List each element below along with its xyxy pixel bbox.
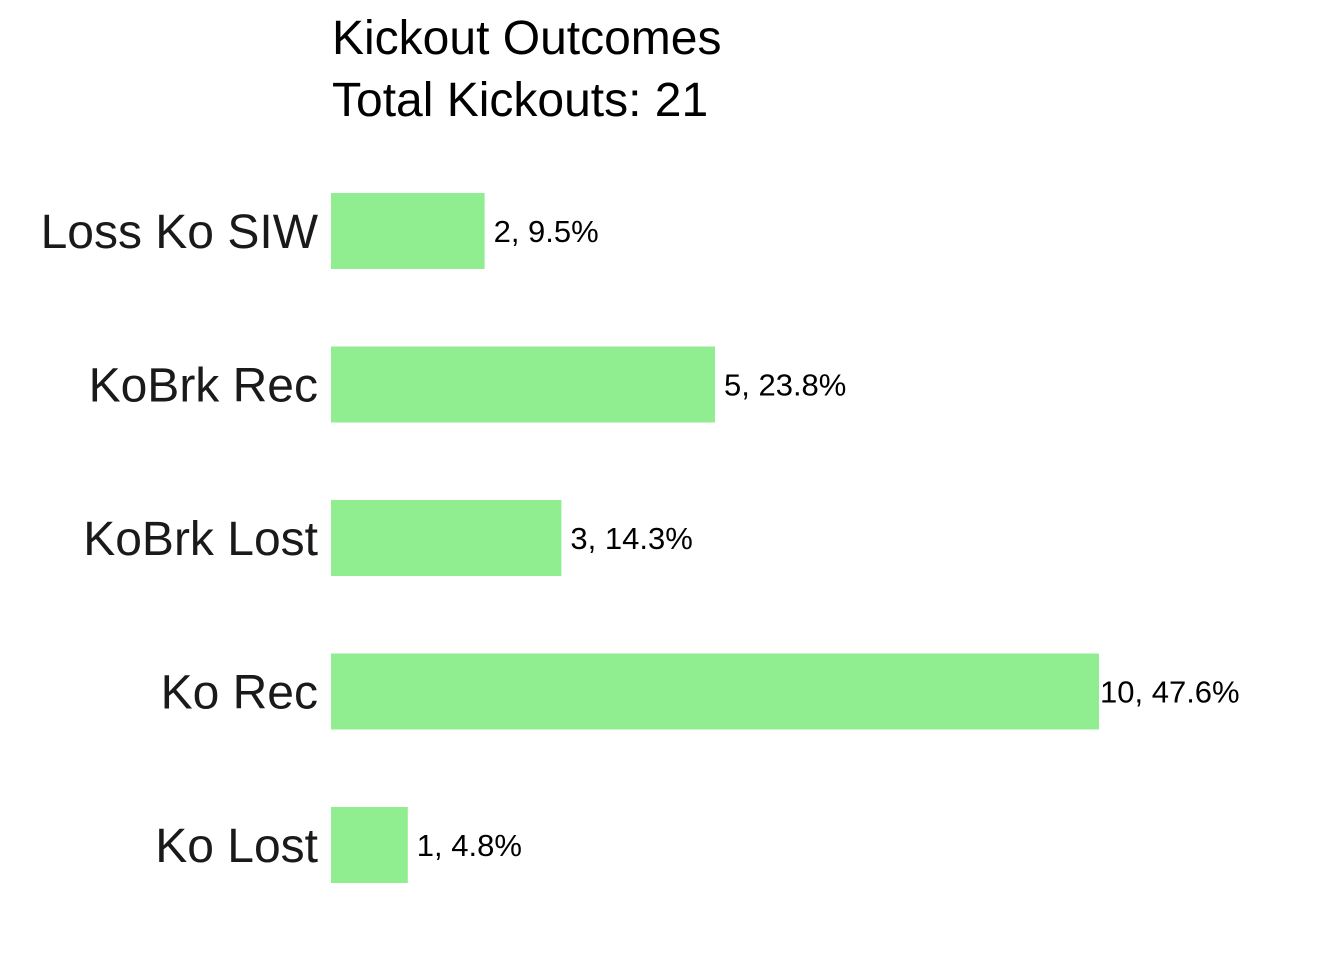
category-label: Loss Ko SIW [41,206,319,259]
bar-value-label: 5, 23.8% [724,368,846,403]
category-label: Ko Lost [155,820,318,873]
data-labels-group: 2, 9.5% 5, 23.8% 3, 14.3% 10, 47.6% 1, 4.8% [417,214,1240,863]
bar-kobrk-lost [331,500,562,576]
bar-value-label: 10, 47.6% [1100,675,1240,710]
bars-group [331,193,1099,883]
bar-value-label: 3, 14.3% [570,521,692,556]
chart-subtitle: Total Kickouts: 21 [332,74,708,127]
bar-value-label: 2, 9.5% [494,214,599,249]
category-label: Ko Rec [161,667,318,720]
chart-title: Kickout Outcomes [332,12,721,65]
bar-value-label: 1, 4.8% [417,828,522,863]
bar-ko-rec [331,653,1099,730]
bar-loss-ko-siw [331,193,485,269]
category-labels-group: Loss Ko SIW KoBrk Rec KoBrk Lost Ko Rec Ko L… [41,206,319,873]
category-label: KoBrk Rec [89,360,318,413]
bar-ko-lost [331,807,408,883]
category-label: KoBrk Lost [83,513,318,566]
bar-kobrk-rec [331,346,715,423]
